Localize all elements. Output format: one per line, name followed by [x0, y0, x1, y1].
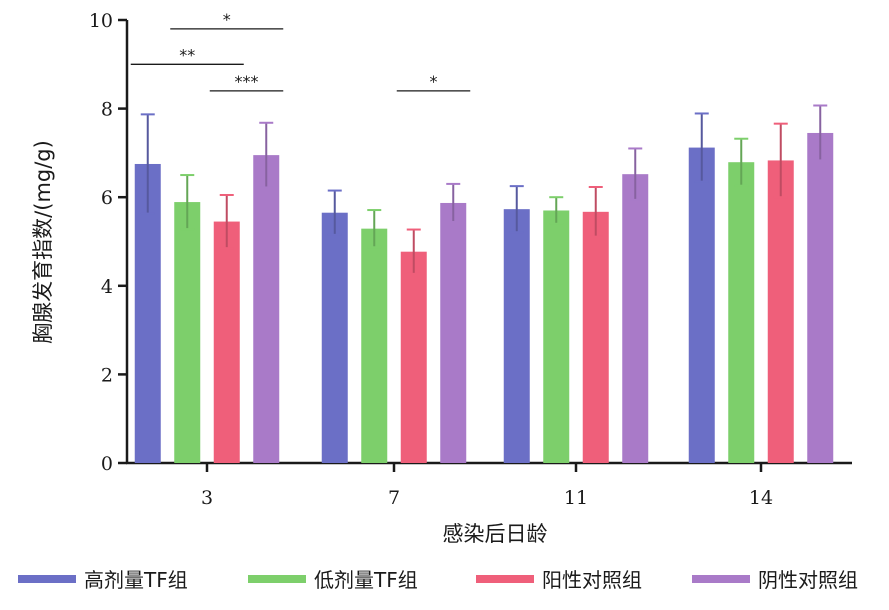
legend-label: 低剂量TF组: [314, 568, 418, 592]
bar: [253, 155, 280, 464]
x-tick-label: 11: [564, 487, 588, 509]
legend-label: 阳性对照组: [542, 568, 642, 592]
x-tick-label: 14: [749, 487, 773, 509]
significance-label: ***: [235, 72, 259, 91]
legend-swatch: [248, 575, 306, 583]
bar: [174, 202, 201, 463]
bar: [213, 221, 240, 463]
y-tick-label: 2: [101, 364, 113, 386]
bar: [543, 210, 570, 463]
bar: [622, 174, 649, 463]
y-tick-label: 4: [101, 276, 113, 298]
y-tick-label: 0: [101, 453, 113, 475]
bar: [440, 202, 467, 464]
legend-label: 阴性对照组: [758, 568, 858, 592]
significance-label: **: [179, 45, 195, 64]
y-axis-title: 胸腺发育指数/(mg/g): [31, 140, 55, 344]
bar: [688, 147, 715, 464]
significance-label: *: [430, 72, 438, 91]
bar: [728, 162, 755, 463]
axes: 0 2 4 6 8 10 3 7 11 14: [89, 10, 852, 509]
y-tick-label: 10: [89, 10, 113, 32]
bar: [503, 209, 530, 463]
bar: [321, 212, 348, 463]
legend-swatch: [692, 575, 750, 583]
x-axis-title: 感染后日龄: [443, 522, 548, 546]
x-tick-label: 7: [388, 487, 400, 509]
bar: [582, 211, 609, 463]
legend-swatch: [476, 575, 534, 583]
legend-swatch: [18, 575, 76, 583]
y-tick-label: 6: [101, 187, 113, 209]
legend-label: 高剂量TF组: [84, 568, 188, 592]
x-tick-label: 3: [201, 487, 213, 509]
bar: [767, 160, 794, 463]
significance-annotations: ****** *: [130, 10, 471, 92]
bar: [400, 251, 427, 463]
bar: [361, 228, 388, 463]
significance-label: *: [223, 10, 231, 29]
bar: [807, 132, 834, 463]
y-tick-label: 8: [101, 99, 113, 121]
bar-marks: [134, 104, 834, 464]
legend: 高剂量TF组 低剂量TF组 阳性对照组 阴性对照组: [18, 568, 858, 592]
